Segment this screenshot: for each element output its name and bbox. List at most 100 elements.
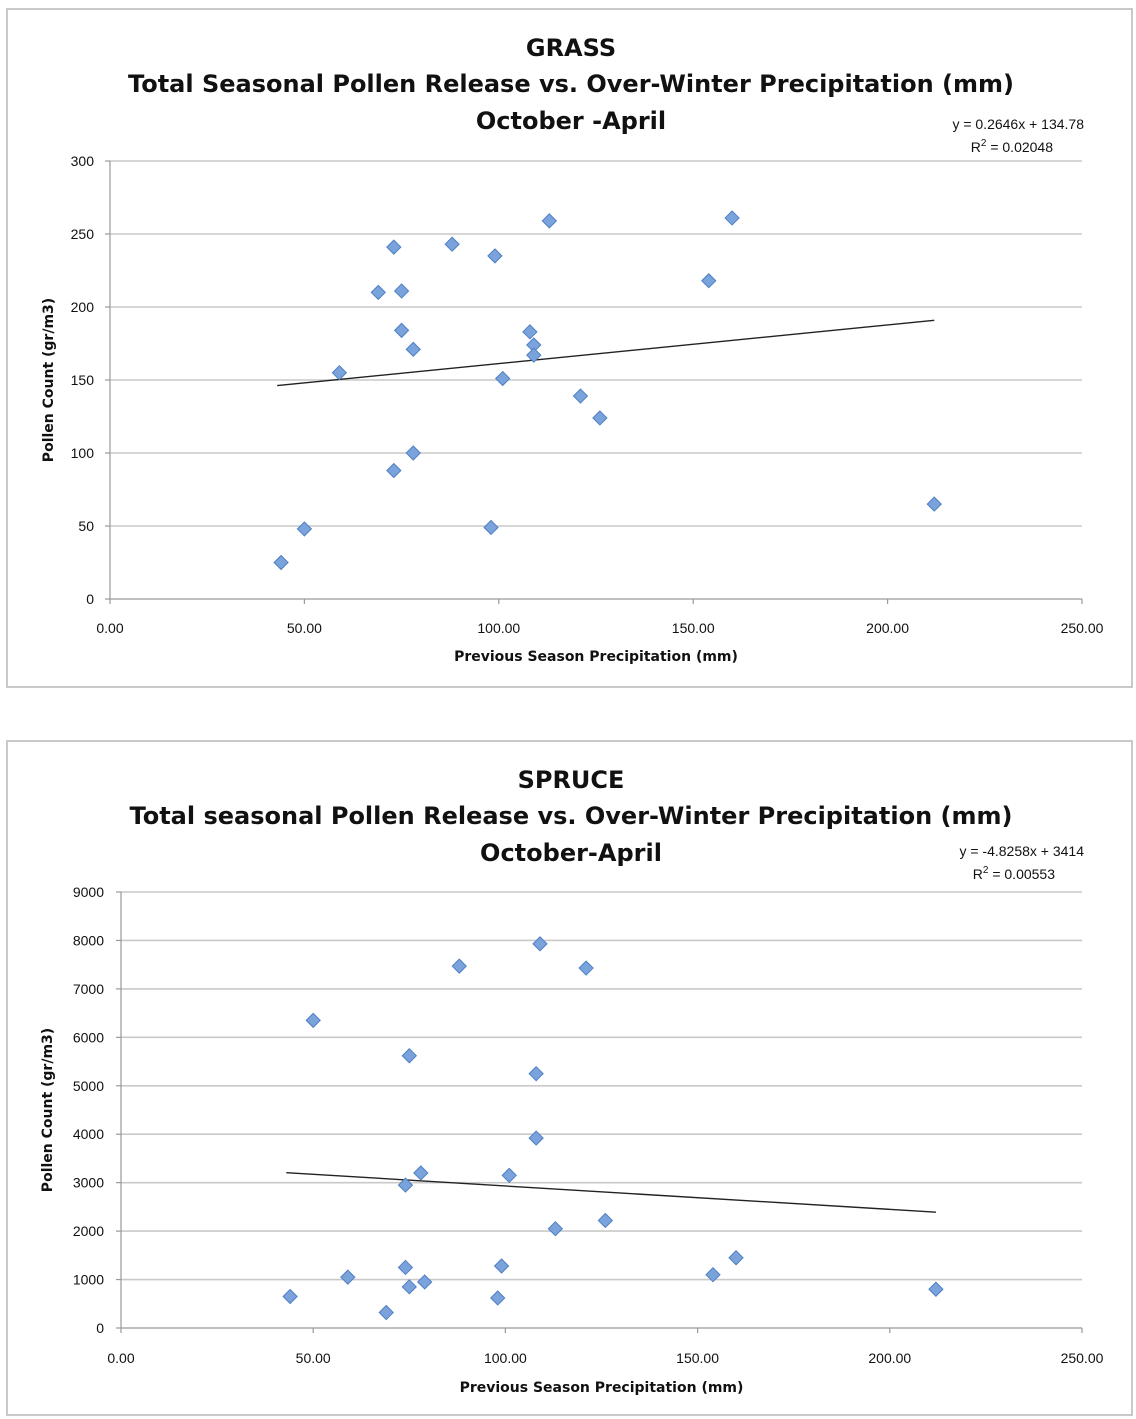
spruce-y-tick-label: 4000 <box>73 1126 104 1142</box>
spruce-x-axis-label: Previous Season Precipitation (mm) <box>460 1380 744 1396</box>
grass-data-point <box>393 283 410 299</box>
grass-data-point <box>393 322 410 339</box>
grass-y-tick-label: 150 <box>71 372 95 388</box>
grass-title-line-2: Total Seasonal Pollen Release vs. Over-W… <box>128 70 1014 98</box>
grass-y-tick-label: 50 <box>78 518 94 534</box>
grass-title-line-3: October -April <box>476 107 666 135</box>
grass-r-squared-sup: 2 <box>981 138 987 149</box>
spruce-data-point <box>401 1048 418 1064</box>
spruce-y-tick-label: 7000 <box>73 981 104 997</box>
grass-trend-equation: y = 0.2646x + 134.78 <box>952 116 1084 132</box>
spruce-y-tick-label: 2000 <box>73 1223 104 1239</box>
spruce-x-tick-label: 0.00 <box>107 1350 134 1366</box>
grass-x-tick-label: 0.00 <box>96 620 123 636</box>
spruce-data-point <box>928 1281 944 1297</box>
spruce-r-squared-label: R <box>973 866 983 882</box>
spruce-data-point <box>413 1165 429 1181</box>
grass-scatter-chart: 0 50 100 150 200 250 300 0.00 50.00 100.00 150.00 2… <box>41 34 1104 665</box>
spruce-x-tick-label: 150.00 <box>676 1350 719 1366</box>
grass-data-point <box>701 273 717 289</box>
grass-y-tick-label: 100 <box>71 445 95 461</box>
spruce-x-tick-label: 100.00 <box>484 1350 527 1366</box>
spruce-data-point <box>490 1290 506 1306</box>
spruce-data-point <box>401 1279 418 1295</box>
grass-data-point <box>331 364 348 381</box>
spruce-data-point <box>532 936 548 952</box>
spruce-trend-equation: y = -4.8258x + 3414 <box>959 843 1084 859</box>
grass-y-tick-label: 0 <box>86 591 94 607</box>
grass-title-line-1: GRASS <box>526 34 616 62</box>
spruce-title-line-1: SPRUCE <box>518 766 625 794</box>
grass-trendline <box>277 319 935 387</box>
spruce-data-point <box>528 1065 544 1082</box>
grass-y-tick-label: 250 <box>71 226 95 242</box>
grass-x-tick-label: 200.00 <box>866 620 909 636</box>
grass-data-point <box>444 236 460 252</box>
grass-y-axis-label: Pollen Count (gr/m3) <box>41 298 57 462</box>
grass-data-point <box>541 213 558 229</box>
spruce-x-tick-label: 200.00 <box>868 1350 911 1366</box>
spruce-data-point <box>305 1012 321 1029</box>
spruce-data-point <box>416 1274 433 1290</box>
spruce-data-point <box>493 1258 510 1274</box>
spruce-data-point <box>501 1167 517 1184</box>
spruce-r-squared-sup: 2 <box>983 865 989 876</box>
spruce-data-point <box>378 1304 394 1321</box>
spruce-data-point <box>597 1212 614 1229</box>
spruce-data-point <box>728 1250 744 1266</box>
grass-y-tick-label: 200 <box>71 299 95 315</box>
spruce-y-tick-label: 3000 <box>73 1175 104 1191</box>
grass-x-tick-label: 100.00 <box>477 620 520 636</box>
spruce-data-point <box>705 1267 721 1283</box>
grass-data-point <box>724 210 740 226</box>
grass-data-point <box>273 554 289 571</box>
spruce-chart-panel: 0 1000 2000 3000 4000 5000 6000 7000 8000 9000 0.0… <box>6 740 1133 1416</box>
grass-data-point <box>487 248 503 264</box>
spruce-data-point <box>547 1220 564 1237</box>
spruce-title-line-2: Total seasonal Pollen Release vs. Over-W… <box>130 802 1013 830</box>
grass-data-point <box>386 239 402 255</box>
spruce-data-point <box>340 1269 356 1285</box>
grass-x-tick-label: 250.00 <box>1061 620 1104 636</box>
spruce-scatter-chart: 0 1000 2000 3000 4000 5000 6000 7000 8000 9000 0.0… <box>40 766 1104 1396</box>
grass-r-squared: R2 = 0.02048 <box>971 138 1053 155</box>
grass-x-tick-label: 150.00 <box>672 620 715 636</box>
spruce-y-tick-label: 9000 <box>73 884 104 900</box>
spruce-data-point <box>578 960 594 976</box>
grass-data-point <box>296 521 313 537</box>
spruce-x-tick-label: 50.00 <box>296 1350 331 1366</box>
grass-x-tick-label: 50.00 <box>287 620 322 636</box>
grass-data-point <box>405 341 421 358</box>
spruce-y-axis-label: Pollen Count (gr/m3) <box>40 1028 56 1192</box>
spruce-trendline <box>286 1171 936 1213</box>
spruce-data-point <box>282 1288 298 1305</box>
spruce-x-tick-label: 250.00 <box>1061 1350 1104 1366</box>
grass-data-point <box>483 519 499 536</box>
spruce-y-tick-label: 0 <box>96 1320 104 1336</box>
grass-data-point <box>386 462 402 479</box>
spruce-y-tick-label: 5000 <box>73 1078 104 1094</box>
grass-data-point <box>572 388 589 404</box>
spruce-data-point <box>451 958 467 974</box>
grass-x-axis-label: Previous Season Precipitation (mm) <box>454 649 738 665</box>
spruce-y-tick-label: 1000 <box>73 1272 104 1288</box>
spruce-data-point <box>397 1259 414 1276</box>
grass-data-point <box>370 284 386 301</box>
grass-data-point <box>526 347 542 363</box>
spruce-data-point <box>397 1177 414 1193</box>
grass-data-point <box>522 324 538 340</box>
spruce-r-squared: R2 = 0.00553 <box>973 865 1055 882</box>
grass-data-point <box>405 445 421 461</box>
grass-y-tick-label: 300 <box>71 153 95 169</box>
grass-data-point <box>926 496 942 512</box>
grass-data-point <box>494 370 511 387</box>
spruce-r-squared-value: = 0.00553 <box>988 866 1055 882</box>
spruce-y-tick-label: 8000 <box>73 932 104 948</box>
grass-data-point <box>592 410 608 426</box>
spruce-y-tick-label: 6000 <box>73 1029 104 1045</box>
grass-r-squared-value: = 0.02048 <box>986 139 1053 155</box>
spruce-data-point <box>528 1130 544 1146</box>
spruce-title-line-3: October-April <box>480 839 662 867</box>
grass-chart-panel: 0 50 100 150 200 250 300 0.00 50.00 100.00 150.00 2… <box>6 8 1133 688</box>
grass-r-squared-label: R <box>971 139 981 155</box>
